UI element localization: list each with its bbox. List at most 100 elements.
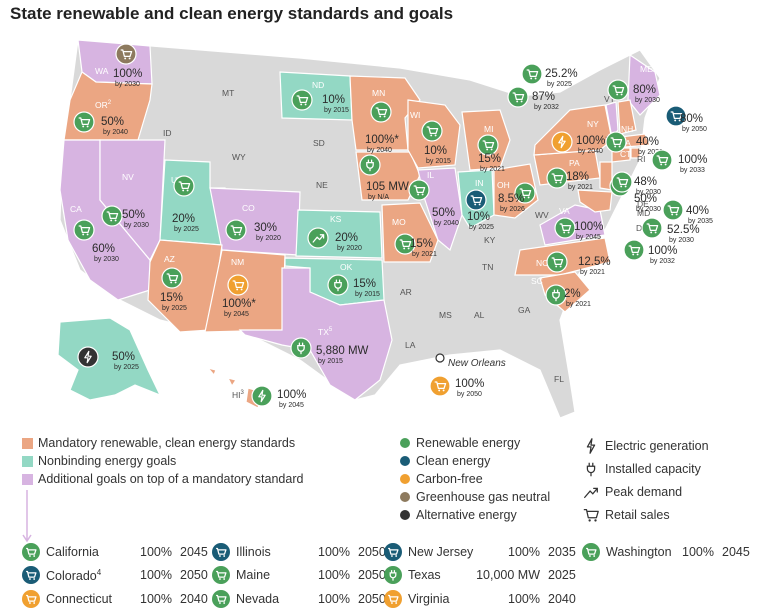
goal-value: 100% xyxy=(455,378,484,390)
carbon-free-dot-icon xyxy=(227,274,249,296)
goal-year: by 2040 xyxy=(103,129,128,136)
renewable-dot-icon xyxy=(507,86,529,108)
goal-badge-wi: 10%by 2015 xyxy=(421,120,451,165)
state-label-or: OR2 xyxy=(95,100,112,110)
state-label-ky: KY xyxy=(484,235,496,245)
additional-goal-row: Connecticut 100% 2040 xyxy=(22,587,208,611)
carbon-free-dot-icon xyxy=(429,375,451,397)
goal-value: 15% xyxy=(353,278,376,290)
goal-state-name: Illinois xyxy=(236,544,271,559)
state-ri xyxy=(630,147,641,159)
goal-value: 20% xyxy=(335,232,358,244)
legend-item-additional: Additional goals on top of a mandatory s… xyxy=(22,470,303,488)
goal-badge-pa: 18%by 2021 xyxy=(546,167,593,191)
legend-item-mandatory: Mandatory renewable, clean energy standa… xyxy=(22,434,303,452)
goal-value: 80% xyxy=(680,113,703,125)
legend-label: Peak demand xyxy=(605,484,683,499)
goal-year: by 2021 xyxy=(568,184,593,191)
us-map: WAOR2CAIDNVMTWYUTCOAZNMNDSDNEKSOKTX5MNIA… xyxy=(57,39,713,419)
goal-year: by 2030 xyxy=(669,237,694,244)
goal-badge-nv: 50%by 2030 xyxy=(101,205,149,229)
goal-badge-md: 52.5%by 2030 xyxy=(641,217,700,244)
goal-year: by 2050 xyxy=(457,391,482,398)
state-ak xyxy=(57,317,162,401)
goal-year: by 2030 xyxy=(635,97,660,104)
goal-badge-ut: 20%by 2025 xyxy=(172,175,199,233)
goal-target: 100% xyxy=(140,544,172,559)
renewable-dot-icon xyxy=(623,239,645,261)
goal-value: 10% xyxy=(322,94,345,106)
state-label-nd: ND xyxy=(312,80,324,90)
state-label-ri: RI xyxy=(637,154,646,164)
goal-badge-mi: 15%by 2021 xyxy=(477,134,505,173)
swatch-mandatory-icon xyxy=(22,437,33,449)
goal-target: 100% xyxy=(682,544,714,559)
additional-goal-row: Virginia 100% 2040 xyxy=(384,587,576,611)
goal-value: 25.2% xyxy=(545,68,578,80)
goal-value: 10% xyxy=(424,145,447,157)
legend-label: Clean energy xyxy=(416,454,491,468)
renewable-dot-icon xyxy=(359,154,381,176)
renewable-dot-icon xyxy=(400,438,410,448)
goal-year: by 2020 xyxy=(256,235,281,242)
state-label-sd: SD xyxy=(313,138,325,148)
goal-value: 2% xyxy=(564,288,581,300)
goal-year: by 2032 xyxy=(534,104,559,111)
state-label-mo: MO xyxy=(392,217,406,227)
goal-badge-me: 80%by 2030 xyxy=(607,79,660,104)
goal-badge-ma: 40%by 2030 xyxy=(605,131,663,156)
legend-label: Renewable energy xyxy=(416,436,521,450)
renewable-dot-icon xyxy=(662,199,684,221)
state-label-tn: TN xyxy=(482,262,493,272)
goal-year: by 2021 xyxy=(480,166,505,173)
goal-value: 50% xyxy=(432,207,455,219)
alternative-dot-icon xyxy=(400,510,410,520)
legend-label: Additional goals on top of a mandatory s… xyxy=(38,472,304,486)
renewable-dot-icon xyxy=(291,89,313,111)
goal-year: by 2045 xyxy=(224,311,249,318)
state-label-de: DE xyxy=(637,199,649,209)
state-label-il: IL xyxy=(427,170,434,180)
cart-icon xyxy=(212,542,230,561)
clean-dot-icon xyxy=(665,105,687,127)
goal-year: by 2045 xyxy=(279,402,304,409)
goal-badge-nc: 12.5%by 2021 xyxy=(546,251,611,276)
goal-state-name: Virginia xyxy=(408,591,450,606)
renewable-dot-icon xyxy=(546,167,568,189)
goal-badge-wa: 100%by 2030 xyxy=(113,43,142,88)
cart-icon xyxy=(22,566,40,585)
goal-badge-co: 30%by 2020 xyxy=(225,219,281,242)
new-orleans-label: New Orleans xyxy=(448,358,506,369)
state-label-wi: WI xyxy=(410,110,420,120)
goal-badge-nola: 100%by 2050 xyxy=(429,375,484,398)
renewable-dot-icon xyxy=(225,219,247,241)
cart-icon xyxy=(212,589,230,608)
goal-value: 18% xyxy=(566,171,589,183)
goal-year: by 2025 xyxy=(469,224,494,231)
goal-year: 2045 xyxy=(180,544,208,559)
legend-label: Electric generation xyxy=(605,438,709,453)
state-tx xyxy=(238,267,393,401)
goal-state-name: California xyxy=(46,544,99,559)
goal-year: by 2020 xyxy=(337,245,362,252)
state-label-al: AL xyxy=(474,310,485,320)
state-label-mi: MI xyxy=(484,124,493,134)
goal-year: by 2025 xyxy=(547,81,572,88)
goal-value: 100% xyxy=(277,389,306,401)
footnote-marker: 4 xyxy=(96,567,102,577)
goal-value: 8.5% xyxy=(498,193,524,205)
state-label-wv: WV xyxy=(535,210,549,220)
state-label-co: CO xyxy=(242,203,255,213)
renewable-dot-icon xyxy=(173,175,195,197)
renewable-dot-icon xyxy=(408,179,430,201)
state-label-ga: GA xyxy=(518,305,531,315)
legend-item-nonbinding: Nonbinding energy goals xyxy=(22,452,303,470)
goal-badge-ks: 20%by 2020 xyxy=(307,227,362,252)
state-label-ok: OK xyxy=(340,262,353,272)
goal-badge-nd: 10%by 2015 xyxy=(291,89,349,114)
state-label-va: VA xyxy=(559,206,570,216)
cart-icon xyxy=(22,589,40,608)
goal-year: 2045 xyxy=(722,544,750,559)
carbon-free-dot-icon xyxy=(551,131,573,153)
legend-arrow-icon xyxy=(22,490,32,543)
